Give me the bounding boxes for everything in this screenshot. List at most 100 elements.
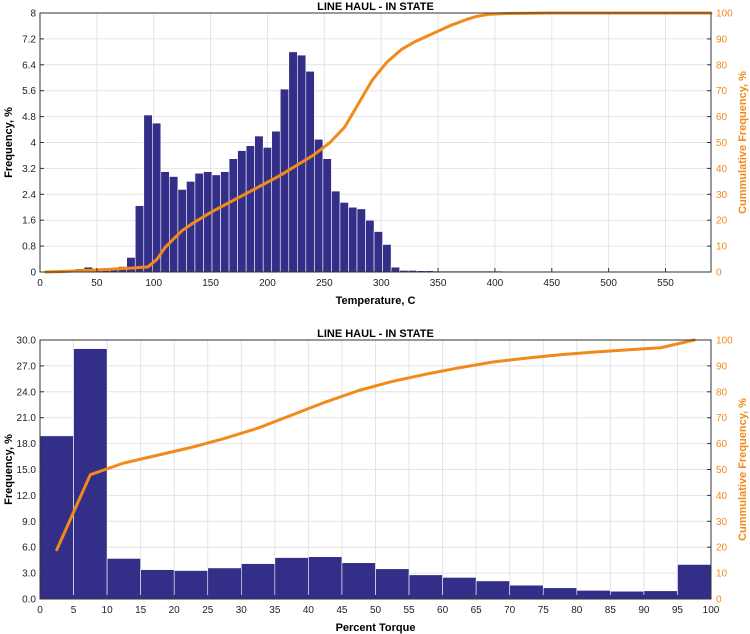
histogram-bar <box>126 257 136 273</box>
y2-tick-label: 0 <box>716 595 722 606</box>
y-tick-label: 6.4 <box>22 60 36 71</box>
y2-tick-label: 40 <box>716 491 728 502</box>
y2-tick-label: 0 <box>716 268 722 279</box>
x-tick-label: 400 <box>487 278 504 289</box>
x-tick-label: 60 <box>437 605 449 616</box>
y2-axis-label: Cummulative Frequency, % <box>737 398 749 541</box>
x-tick-label: 150 <box>202 278 219 289</box>
histogram-bar <box>254 135 264 273</box>
x-tick-label: 500 <box>600 278 617 289</box>
x-tick-label: 350 <box>430 278 447 289</box>
y2-axis-label: Cummulative Frequency, % <box>737 71 749 214</box>
histogram-bar <box>373 231 383 273</box>
y-tick-label: 21.0 <box>17 413 37 424</box>
y2-tick-label: 100 <box>716 9 733 20</box>
histogram-bar <box>271 130 281 273</box>
histogram-bar <box>288 51 298 273</box>
x-tick-label: 20 <box>169 605 181 616</box>
y-tick-label: 27.0 <box>17 361 37 372</box>
y2-tick-label: 80 <box>716 60 728 71</box>
y2-tick-label: 70 <box>716 413 728 424</box>
x-tick-label: 100 <box>145 278 162 289</box>
y2-tick-label: 20 <box>716 216 728 227</box>
y2-tick-label: 40 <box>716 164 728 175</box>
x-tick-label: 65 <box>471 605 483 616</box>
histogram-bar <box>73 348 108 600</box>
histogram-bar <box>203 171 213 273</box>
y-tick-label: 0.8 <box>22 242 36 253</box>
y-tick-label: 24.0 <box>17 387 37 398</box>
histogram-bar <box>305 70 315 273</box>
histogram-bar <box>475 580 510 600</box>
x-tick-label: 85 <box>605 605 617 616</box>
y-tick-label: 0.0 <box>22 595 36 606</box>
histogram-bar <box>356 208 366 273</box>
y2-tick-label: 50 <box>716 138 728 149</box>
histogram-bar <box>390 266 400 273</box>
histogram-bar <box>160 171 170 273</box>
histogram-bar <box>442 577 477 600</box>
y-tick-label: 12.0 <box>17 491 37 502</box>
y2-tick-label: 60 <box>716 439 728 450</box>
histogram-bar <box>220 171 230 273</box>
histogram-bar <box>542 587 578 600</box>
y-tick-label: 15.0 <box>17 465 37 476</box>
histogram-bar <box>140 569 175 600</box>
histogram-bar <box>365 219 375 273</box>
histogram-bar <box>134 205 145 273</box>
x-tick-label: 200 <box>259 278 276 289</box>
histogram-bar <box>643 590 678 600</box>
y-tick-label: 0 <box>30 268 36 279</box>
cumulative-frequency-line <box>55 338 696 552</box>
x-tick-label: 550 <box>657 278 674 289</box>
histogram-bar <box>106 558 141 600</box>
cumulative-frequency-line <box>44 11 713 274</box>
histogram-bar <box>143 114 153 273</box>
histogram-bar <box>509 584 544 600</box>
y-tick-label: 9.0 <box>22 517 36 528</box>
histogram-bar <box>308 556 343 600</box>
histogram-bar <box>322 158 332 273</box>
histogram-bar <box>241 563 276 600</box>
y2-tick-label: 90 <box>716 361 728 372</box>
histogram-bar <box>152 122 162 273</box>
y2-tick-label: 30 <box>716 517 728 528</box>
y-tick-label: 18.0 <box>17 439 37 450</box>
x-tick-label: 100 <box>703 605 720 616</box>
y2-tick-label: 70 <box>716 86 728 97</box>
y2-tick-label: 20 <box>716 543 728 554</box>
y-tick-label: 4.8 <box>22 112 36 123</box>
y-axis-label: Frequency, % <box>3 434 15 505</box>
histogram-bar <box>576 590 611 600</box>
histogram-bar <box>341 562 376 600</box>
y2-tick-label: 100 <box>716 336 733 347</box>
x-tick-label: 15 <box>135 605 147 616</box>
torque-chart: 0 5 10 15 20 25 30 35 40 45 50 55 60 65 70 75 80 85 90 95 10… <box>3 328 749 634</box>
y2-tick-label: 10 <box>716 242 728 253</box>
x-tick-label: 5 <box>71 605 77 616</box>
x-tick-label: 95 <box>672 605 684 616</box>
histogram-bar <box>610 590 645 600</box>
y2-tick-label: 50 <box>716 465 728 476</box>
x-tick-label: 0 <box>37 278 43 289</box>
x-tick-label: 45 <box>336 605 348 616</box>
histogram-bar <box>237 150 247 273</box>
histogram-bar <box>314 138 324 273</box>
y-tick-label: 7.2 <box>22 34 36 45</box>
chart-title: LINE HAUL - IN STATE <box>317 328 434 340</box>
x-tick-label: 450 <box>543 278 560 289</box>
x-axis-label: Percent Torque <box>336 622 416 634</box>
histogram-bar <box>211 174 221 273</box>
temperature-chart: 0 50 100 150 200 250 300 350 400 450 500 55000.81.6… <box>3 1 749 307</box>
histogram-bar <box>382 244 392 273</box>
histogram-bar <box>228 158 238 273</box>
x-tick-label: 30 <box>236 605 248 616</box>
histogram-bar <box>207 567 242 600</box>
y2-tick-label: 60 <box>716 112 728 123</box>
histogram-bar <box>677 564 712 600</box>
histogram-bar <box>262 147 273 273</box>
y2-tick-label: 90 <box>716 34 728 45</box>
y-tick-label: 3.2 <box>22 164 36 175</box>
histogram-bar <box>279 88 290 273</box>
y-tick-label: 30.0 <box>17 336 37 347</box>
